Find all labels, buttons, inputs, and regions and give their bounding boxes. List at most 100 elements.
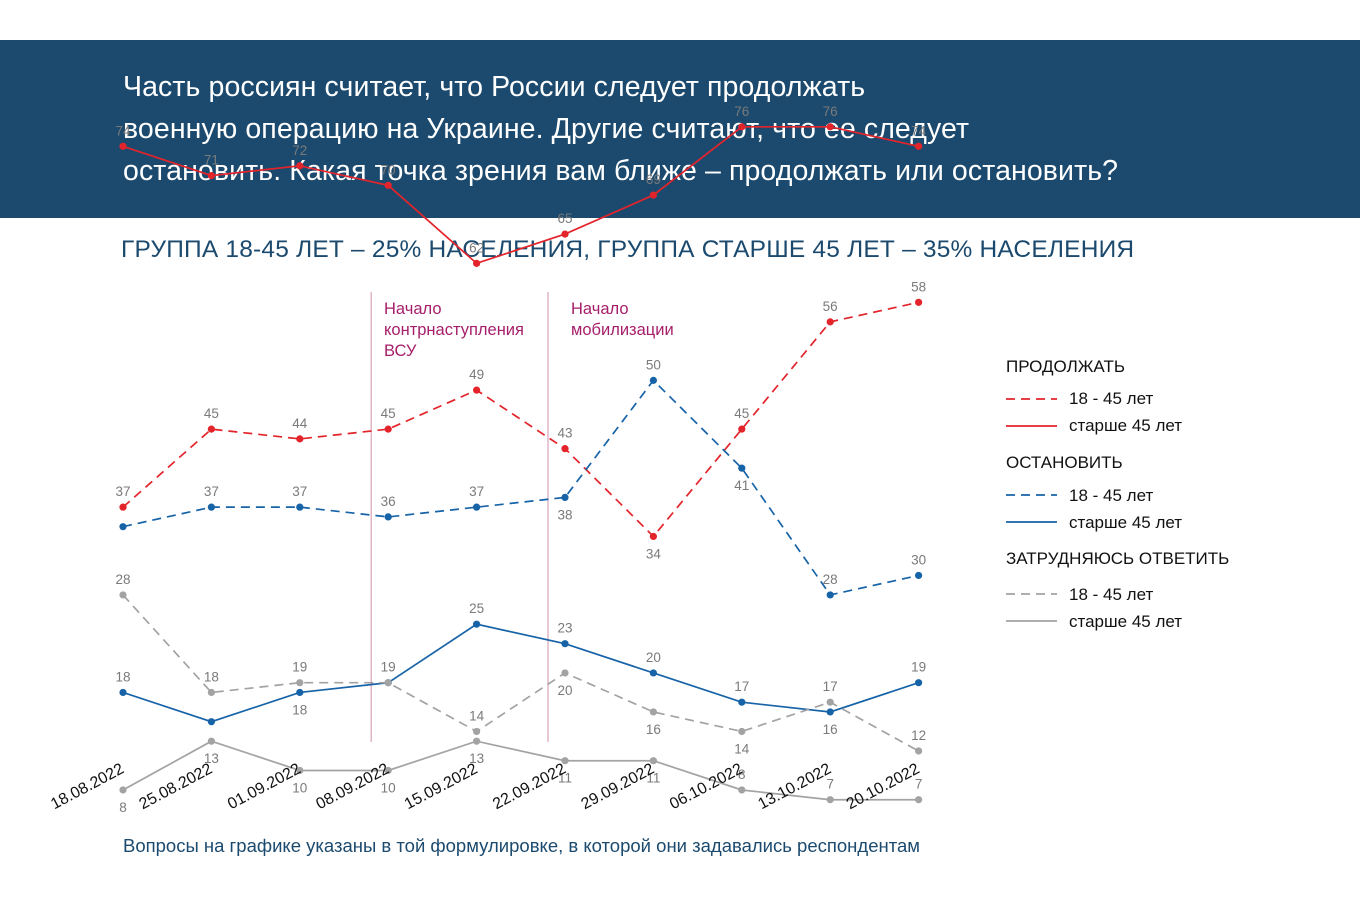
data-label: 65	[557, 211, 572, 226]
data-label: 49	[469, 367, 484, 382]
data-point	[915, 298, 923, 306]
data-label: 19	[911, 660, 926, 675]
data-label: 72	[292, 143, 307, 158]
data-label: 19	[292, 660, 307, 675]
data-point	[915, 796, 923, 804]
data-point	[649, 376, 658, 384]
data-point	[738, 425, 746, 433]
x-tick-label: 22.09.2022	[490, 760, 569, 813]
data-label: 13	[469, 751, 484, 766]
data-label: 76	[823, 104, 838, 119]
data-point	[296, 435, 304, 443]
data-point	[207, 718, 215, 726]
data-point	[649, 757, 658, 765]
data-point	[119, 142, 127, 150]
legend-group-title: ОСТАНОВИТЬ	[1006, 453, 1123, 472]
data-label: 37	[115, 484, 130, 499]
data-point	[384, 679, 392, 687]
series-line	[122, 125, 919, 265]
data-point	[561, 230, 569, 238]
data-label: 62	[469, 240, 484, 255]
legend-group-title: ПРОДОЛЖАТЬ	[1006, 357, 1125, 376]
data-point	[296, 688, 304, 697]
data-label: 16	[646, 722, 661, 737]
annotation-line: контрнаступления	[384, 321, 524, 339]
question-line: Часть россиян считает, что России следуе…	[123, 71, 866, 103]
data-point	[826, 591, 834, 599]
legend-item-label: старше 45 лет	[1069, 612, 1183, 631]
data-point	[738, 464, 746, 472]
data-point	[207, 425, 215, 433]
data-point	[119, 503, 127, 511]
data-label: 16	[823, 722, 838, 737]
annotation-counteroffensive: Начало контрнаступления ВСУ	[384, 299, 524, 362]
data-label: 34	[646, 546, 662, 561]
data-point	[826, 698, 834, 706]
x-tick-label: 20.10.2022	[844, 760, 923, 813]
data-label: 56	[823, 299, 838, 314]
data-point	[738, 727, 746, 736]
data-label: 7	[915, 777, 923, 792]
data-point	[738, 123, 746, 131]
data-point	[738, 786, 746, 794]
x-tick-label: 29.09.2022	[579, 760, 658, 813]
data-label: 8	[738, 767, 746, 782]
data-point	[826, 796, 834, 804]
data-point	[473, 727, 481, 736]
annotation-line: мобилизации	[571, 321, 674, 339]
data-point	[296, 162, 304, 170]
data-point	[561, 445, 569, 453]
data-point	[915, 679, 923, 687]
data-label: 23	[557, 621, 572, 636]
legend-item-label: 18 - 45 лет	[1069, 486, 1154, 505]
data-label: 58	[911, 279, 926, 294]
legend-item-label: 18 - 45 лет	[1069, 389, 1154, 408]
data-label: 28	[823, 572, 838, 587]
data-label: 10	[292, 780, 307, 795]
data-point	[561, 493, 569, 502]
data-label: 19	[381, 660, 396, 675]
x-tick-label: 25.08.2022	[137, 760, 216, 813]
annotation-mobilization: Начало мобилизации	[571, 299, 674, 341]
data-point	[473, 620, 481, 628]
series-line	[122, 379, 919, 596]
data-point	[119, 523, 127, 531]
data-point	[384, 181, 392, 189]
data-label: 18	[115, 669, 130, 684]
series-line	[122, 623, 919, 723]
data-point	[915, 142, 923, 150]
data-label: 45	[734, 406, 749, 421]
data-label: 44	[292, 416, 308, 431]
legend-group-title: ЗАТРУДНЯЮСЬ ОТВЕТИТЬ	[1006, 549, 1230, 568]
data-point	[473, 503, 481, 511]
data-label: 17	[734, 679, 749, 694]
data-point	[915, 571, 923, 580]
legend-item-label: старше 45 лет	[1069, 416, 1183, 435]
data-label: 13	[204, 751, 219, 766]
footnote: Вопросы на графике указаны в той формули…	[123, 835, 920, 856]
data-point	[207, 171, 215, 180]
data-point	[384, 425, 392, 433]
data-label: 43	[557, 426, 572, 441]
question-banner	[0, 40, 1360, 218]
data-label: 38	[557, 507, 572, 522]
data-label: 37	[292, 484, 307, 499]
data-point	[561, 757, 569, 765]
data-label: 10	[381, 780, 396, 795]
data-label: 36	[381, 494, 396, 509]
data-point	[738, 698, 746, 706]
data-label: 20	[646, 650, 661, 665]
data-point	[119, 688, 127, 697]
data-point	[384, 513, 392, 521]
data-point	[649, 669, 658, 677]
data-label: 14	[469, 708, 485, 723]
data-point	[649, 708, 658, 716]
legend-item-label: 18 - 45 лет	[1069, 585, 1154, 604]
chart-subtitle: ГРУППА 18-45 ЛЕТ – 25% НАСЕЛЕНИЯ, ГРУППА…	[121, 236, 1135, 263]
data-label: 11	[646, 771, 660, 786]
x-tick-label: 15.09.2022	[402, 760, 481, 813]
data-label: 17	[823, 679, 838, 694]
data-label: 76	[734, 104, 749, 119]
data-point	[473, 386, 481, 394]
